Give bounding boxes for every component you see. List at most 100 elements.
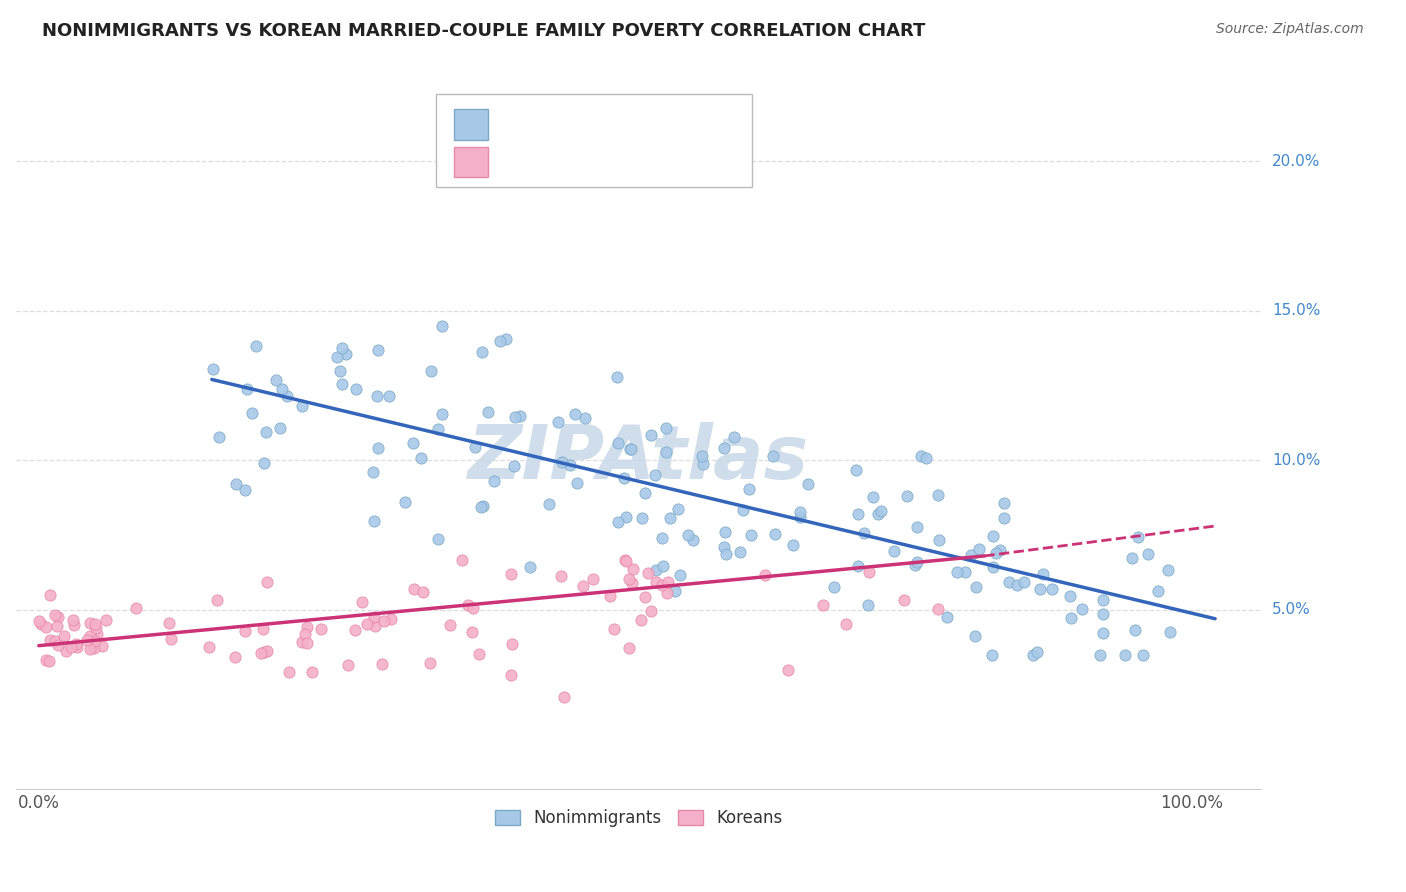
Point [988,543,1011,558]
Point [619,572,641,586]
Point [336,658,359,673]
Point [39,588,62,602]
Point [295,620,318,634]
Point [640,428,662,442]
Point [468,647,491,661]
Point [866,507,889,521]
Point [547,415,569,429]
Point [245,339,267,353]
Point [845,463,868,477]
Point [1146,584,1168,599]
Point [644,563,666,577]
Point [271,383,294,397]
Text: 20.0%: 20.0% [1272,153,1320,169]
Point [910,450,932,464]
Point [394,494,416,508]
Point [993,496,1015,510]
Point [981,529,1004,543]
Point [606,370,628,384]
Point [76,633,98,648]
Point [619,442,641,456]
Point [367,343,389,357]
Point [450,552,472,566]
Point [607,515,630,529]
Point [905,555,928,569]
Point [997,575,1019,590]
Point [630,511,652,525]
Point [537,497,560,511]
Point [550,569,572,583]
Point [330,377,353,392]
Point [420,364,443,378]
Point [439,617,461,632]
Point [489,334,512,348]
Point [682,533,704,547]
Point [470,500,492,515]
Point [35,620,58,634]
Point [1091,625,1114,640]
Point [620,442,643,456]
Point [294,626,316,640]
Point [48,610,70,624]
Point [471,345,494,359]
Point [233,483,256,497]
Point [1032,566,1054,581]
Point [38,654,60,668]
Point [250,646,273,660]
Point [205,592,228,607]
Point [46,638,69,652]
Point [993,511,1015,525]
Point [290,635,312,649]
Point [52,629,75,643]
Point [224,649,246,664]
Point [634,591,657,605]
Point [1132,648,1154,662]
Point [256,574,278,589]
Point [45,619,67,633]
Point [1090,648,1112,662]
Point [740,527,762,541]
Point [38,633,60,648]
Point [30,617,52,632]
Point [83,617,105,632]
Point [955,565,977,579]
Point [823,580,845,594]
Point [569,169,592,183]
Point [501,637,523,651]
Point [553,690,575,704]
Point [651,578,673,592]
Point [754,567,776,582]
Point [1025,645,1047,659]
Point [253,456,276,470]
Point [1156,563,1178,577]
Text: 5.0%: 5.0% [1272,602,1310,617]
Point [1029,582,1052,597]
Point [225,477,247,491]
Text: 146: 146 [661,114,693,129]
Point [44,633,66,648]
Point [811,598,834,612]
Point [335,346,357,360]
Point [728,545,751,559]
Text: R =: R = [494,152,527,167]
Point [637,566,659,580]
Point [986,545,1008,559]
Point [363,610,385,624]
Point [457,599,479,613]
Point [401,435,423,450]
Point [560,458,582,473]
Point [640,604,662,618]
Point [1040,582,1063,597]
Point [412,585,434,599]
Point [404,582,426,596]
Point [266,373,288,387]
Point [235,382,257,396]
Point [599,590,621,604]
Point [495,332,517,346]
Point [617,641,640,656]
Point [666,502,689,516]
Point [893,593,915,607]
Point [477,405,499,419]
Point [574,410,596,425]
Point [856,598,879,612]
